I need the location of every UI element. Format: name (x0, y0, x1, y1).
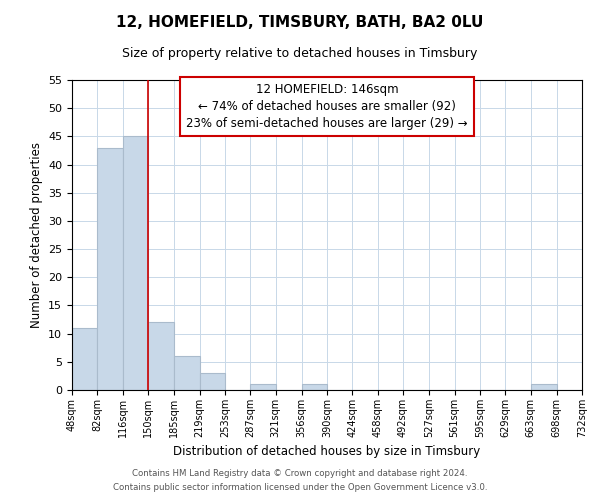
Y-axis label: Number of detached properties: Number of detached properties (29, 142, 43, 328)
Text: 12 HOMEFIELD: 146sqm
← 74% of detached houses are smaller (92)
23% of semi-detac: 12 HOMEFIELD: 146sqm ← 74% of detached h… (186, 83, 468, 130)
Text: 12, HOMEFIELD, TIMSBURY, BATH, BA2 0LU: 12, HOMEFIELD, TIMSBURY, BATH, BA2 0LU (116, 15, 484, 30)
Bar (148, 322, 174, 390)
Text: Contains public sector information licensed under the Open Government Licence v3: Contains public sector information licen… (113, 484, 487, 492)
Bar (530, 384, 557, 390)
Bar (97, 148, 123, 390)
Bar (174, 356, 199, 390)
Bar (302, 384, 327, 390)
Bar (199, 373, 225, 390)
Text: Size of property relative to detached houses in Timsbury: Size of property relative to detached ho… (122, 48, 478, 60)
Text: Contains HM Land Registry data © Crown copyright and database right 2024.: Contains HM Land Registry data © Crown c… (132, 468, 468, 477)
Bar (250, 384, 275, 390)
Bar (123, 136, 148, 390)
X-axis label: Distribution of detached houses by size in Timsbury: Distribution of detached houses by size … (173, 446, 481, 458)
Bar (72, 328, 97, 390)
